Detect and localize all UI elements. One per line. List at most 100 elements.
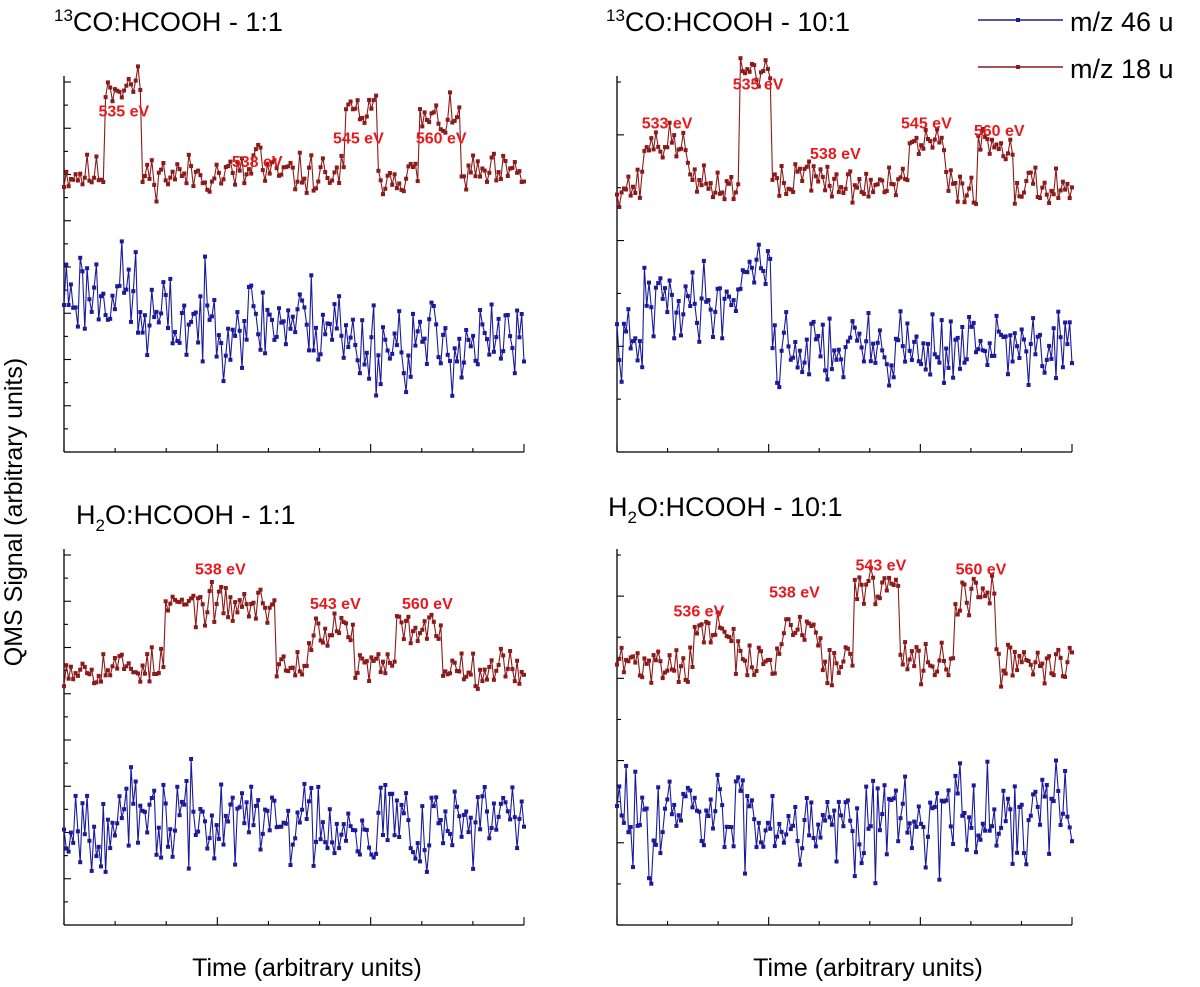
data-point [152,672,157,676]
data-point [461,812,466,817]
data-point [1019,194,1024,199]
data-point [175,162,180,167]
data-point [1058,823,1063,827]
data-point [797,166,802,171]
data-point [309,153,314,158]
data-point [621,820,626,825]
data-point [681,312,686,317]
data-point [850,829,855,834]
data-point [1015,181,1020,185]
data-point [82,175,87,180]
data-point [873,602,878,607]
data-point [791,355,796,360]
data-point [1054,758,1058,763]
data-point [784,832,789,837]
data-point [695,808,699,813]
data-point [836,670,841,675]
energy-annotation: 560 eV [956,561,1007,578]
data-point [424,869,429,874]
data-point [761,662,766,667]
data-point [1070,650,1074,655]
data-point [855,338,860,343]
data-point [448,831,452,836]
data-point [674,648,679,653]
data-point [233,333,238,338]
data-point [907,821,912,826]
data-point [519,180,524,184]
data-point [999,684,1004,689]
data-point [205,610,210,615]
data-point [779,829,784,834]
data-point [258,347,263,352]
data-point [304,663,309,668]
data-point [404,791,409,796]
data-point [216,170,221,175]
data-point [761,269,766,273]
data-point [763,828,768,833]
data-point [394,186,399,191]
data-point [431,804,436,809]
data-point [674,310,679,315]
data-point [816,643,821,648]
data-point [362,120,367,125]
data-point [503,313,508,318]
data-point [283,342,288,347]
data-point [820,322,825,327]
data-point [745,673,750,678]
data-point [480,322,485,327]
data-point [971,320,976,325]
data-point [189,164,194,169]
data-point [253,803,258,808]
data-point [346,811,351,816]
data-point [295,179,300,184]
data-point [290,165,295,170]
data-point [1033,660,1038,665]
data-point [265,307,270,312]
data-point [468,344,473,349]
data-point [78,860,83,865]
data-point [126,77,131,81]
data-point [873,881,878,886]
data-point [68,177,73,181]
data-point [930,806,935,811]
data-point [1051,326,1056,331]
data-point [422,110,427,115]
data-point [353,343,358,347]
data-point [640,675,645,680]
data-point [813,630,818,635]
data-point [871,341,876,346]
data-point [237,598,242,603]
data-point [182,602,187,607]
data-point [237,328,242,333]
data-point [905,178,910,183]
data-point [246,285,251,289]
data-point [503,159,508,163]
data-point [873,360,878,365]
data-point [1006,372,1010,377]
data-point [916,648,921,653]
data-point [967,315,972,319]
data-point [357,653,362,658]
data-point [909,846,914,851]
data-point [508,817,513,822]
data-point [818,636,823,641]
data-point [861,851,866,856]
data-point [1063,674,1068,679]
data-point [184,779,189,783]
data-point [829,683,834,688]
data-point [138,803,143,808]
data-point [485,677,489,682]
data-point [816,179,821,184]
data-point [891,375,896,380]
data-point [498,646,503,651]
data-point [496,814,501,819]
data-point [891,182,896,187]
data-point [256,332,261,337]
data-point [763,659,768,664]
data-point [251,600,256,605]
data-point [656,785,661,790]
data-point [653,285,658,290]
data-point [434,103,439,108]
data-point [715,286,720,291]
data-point [795,839,800,843]
